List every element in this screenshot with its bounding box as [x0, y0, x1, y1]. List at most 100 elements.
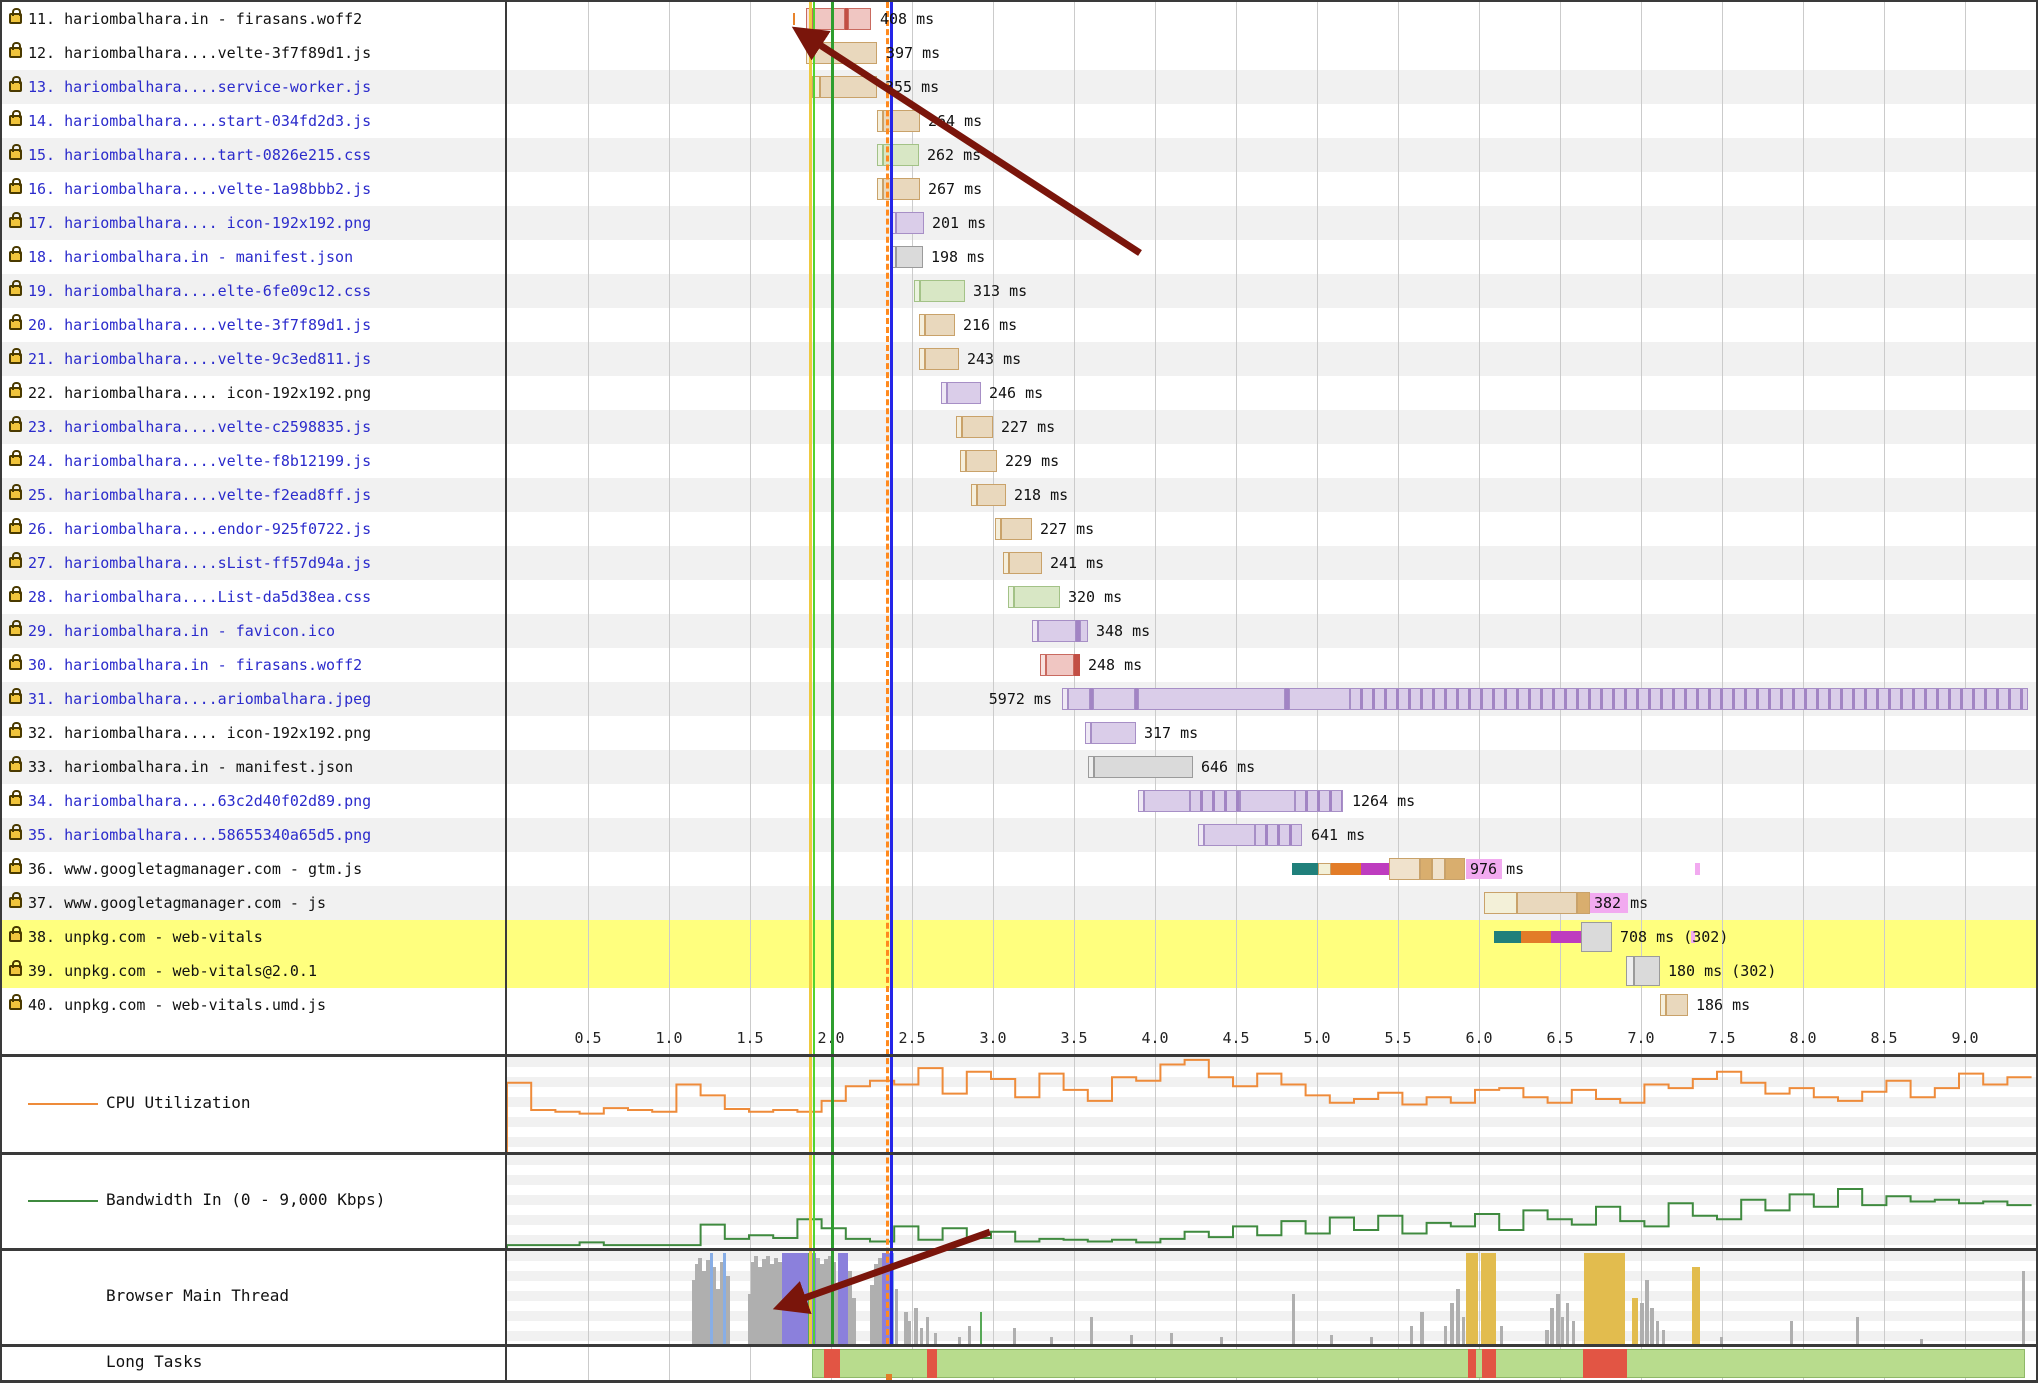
request-bar-segment[interactable]	[812, 8, 845, 30]
request-bar-segment[interactable]	[1088, 756, 1094, 778]
request-bar-segment[interactable]	[1634, 956, 1660, 986]
request-bar-segment[interactable]	[947, 382, 981, 404]
request-bar-segment[interactable]	[1093, 688, 1135, 710]
request-bar-segment[interactable]	[1032, 620, 1038, 642]
request-bar-segment[interactable]	[1076, 620, 1080, 642]
request-bar-segment[interactable]	[1626, 956, 1634, 986]
request-bar-segment[interactable]	[1204, 824, 1255, 846]
request-url-link[interactable]: 27. hariombalhara....sList-ff57d94a.js	[28, 554, 372, 572]
gridline	[1641, 444, 1642, 478]
request-bar-segment[interactable]	[1198, 824, 1204, 846]
request-bar-segment[interactable]	[1577, 892, 1590, 914]
request-url-link[interactable]: 24. hariombalhara....velte-f8b12199.js	[28, 452, 372, 470]
request-url-link[interactable]: 19. hariombalhara....elte-6fe09c12.css	[28, 282, 372, 300]
request-bar-segment[interactable]	[896, 212, 924, 234]
request-bar-segment[interactable]	[1046, 654, 1074, 676]
request-url-link[interactable]: 15. hariombalhara....tart-0826e215.css	[28, 146, 372, 164]
request-bar-segment[interactable]	[1318, 863, 1331, 875]
request-bar-segment[interactable]	[1040, 654, 1046, 676]
request-bar-segment[interactable]	[1285, 688, 1289, 710]
request-url-link[interactable]: 20. hariombalhara....velte-3f7f89d1.js	[28, 316, 372, 334]
request-bar-segment[interactable]	[1581, 922, 1612, 952]
request-bar-segment[interactable]	[1062, 688, 1068, 710]
request-bar-segment[interactable]	[1420, 858, 1432, 880]
request-bar-segment[interactable]	[1551, 931, 1581, 943]
request-bar-segment[interactable]	[1080, 620, 1088, 642]
request-url-link[interactable]: 35. hariombalhara....58655340a65d5.png	[28, 826, 372, 844]
request-bar-segment[interactable]	[1014, 586, 1060, 608]
request-url-link[interactable]: 21. hariombalhara....velte-9c3ed811.js	[28, 350, 372, 368]
request-bar-segment[interactable]	[1074, 654, 1080, 676]
request-bar-segment[interactable]	[960, 450, 966, 472]
request-bar-segment[interactable]	[1691, 931, 1695, 943]
request-bar-segment[interactable]	[977, 484, 1006, 506]
request-bar-segment[interactable]	[1009, 552, 1042, 574]
request-bar-segment[interactable]	[1094, 756, 1193, 778]
request-url-link[interactable]: 14. hariombalhara....start-034fd2d3.js	[28, 112, 372, 130]
request-bar-segment[interactable]	[956, 416, 962, 438]
request-bar-segment[interactable]	[848, 8, 871, 30]
request-bar-segment[interactable]	[1138, 688, 1285, 710]
request-bar-segment[interactable]	[925, 314, 955, 336]
request-bar-segment[interactable]	[1521, 931, 1551, 943]
request-bar-segment[interactable]	[920, 280, 965, 302]
request-bar-segment[interactable]	[1484, 892, 1517, 914]
request-url-link[interactable]: 13. hariombalhara....service-worker.js	[28, 78, 372, 96]
request-bar-segment[interactable]	[914, 280, 920, 302]
request-bar-segment[interactable]	[1190, 790, 1240, 812]
request-bar-segment[interactable]	[1003, 552, 1009, 574]
request-bar-segment[interactable]	[1517, 892, 1577, 914]
request-bar-segment[interactable]	[1361, 863, 1389, 875]
request-bar-segment[interactable]	[1466, 859, 1502, 879]
request-bar-segment[interactable]	[814, 42, 877, 64]
request-url-link[interactable]: 18. hariombalhara.in - manifest.json	[28, 248, 354, 266]
request-bar-segment[interactable]	[919, 314, 925, 336]
request-url-link[interactable]: 23. hariombalhara....velte-c2598835.js	[28, 418, 372, 436]
request-bar-segment[interactable]	[1494, 931, 1521, 943]
request-bar-segment[interactable]	[1144, 790, 1190, 812]
request-bar-segment[interactable]	[971, 484, 977, 506]
request-bar-segment[interactable]	[1135, 688, 1138, 710]
request-bar-segment[interactable]	[1666, 994, 1688, 1016]
request-bar-segment[interactable]	[896, 246, 923, 268]
request-bar-segment[interactable]	[1038, 620, 1076, 642]
request-bar-segment[interactable]	[1445, 858, 1465, 880]
request-bar-segment[interactable]	[1289, 688, 1350, 710]
request-bar-segment[interactable]	[1292, 863, 1318, 875]
request-bar-segment[interactable]	[995, 518, 1001, 540]
request-bar-segment[interactable]	[1068, 688, 1090, 710]
request-bar-segment[interactable]	[1001, 518, 1032, 540]
request-bar-segment[interactable]	[820, 76, 877, 98]
request-url-link[interactable]: 34. hariombalhara....63c2d40f02d89.png	[28, 792, 372, 810]
request-bar-segment[interactable]	[1331, 863, 1361, 875]
request-url-link[interactable]: 16. hariombalhara....velte-1a98bbb2.js	[28, 180, 372, 198]
request-bar-segment[interactable]	[1240, 790, 1295, 812]
request-bar-segment[interactable]	[1085, 722, 1091, 744]
request-bar-segment[interactable]	[1295, 790, 1343, 812]
axis-tick-label: 5.5	[1384, 1029, 1412, 1047]
request-bar-segment[interactable]	[1090, 688, 1093, 710]
request-url-link[interactable]: 31. hariombalhara....ariombalhara.jpeg	[28, 690, 372, 708]
request-bar-segment[interactable]	[919, 348, 925, 370]
request-bar-segment[interactable]	[962, 416, 993, 438]
request-bar-segment[interactable]	[1389, 858, 1420, 880]
request-bar-segment[interactable]	[1660, 994, 1666, 1016]
request-bar-segment[interactable]	[1008, 586, 1014, 608]
request-bar-segment[interactable]	[793, 13, 795, 25]
request-url-link[interactable]: 28. hariombalhara....List-da5d38ea.css	[28, 588, 372, 606]
request-bar-segment[interactable]	[966, 450, 997, 472]
request-bar-segment[interactable]	[1350, 688, 2028, 710]
request-bar-segment[interactable]	[941, 382, 947, 404]
request-url-link[interactable]: 25. hariombalhara....velte-f2ead8ff.js	[28, 486, 372, 504]
request-bar-segment[interactable]	[925, 348, 959, 370]
request-url-link[interactable]: 30. hariombalhara.in - firasans.woff2	[28, 656, 363, 674]
request-bar-segment[interactable]	[1695, 863, 1700, 875]
request-bar-segment[interactable]	[1091, 722, 1136, 744]
request-bar-segment[interactable]	[1138, 790, 1144, 812]
request-url-link[interactable]: 26. hariombalhara....endor-925f0722.js	[28, 520, 372, 538]
request-bar-segment[interactable]	[1255, 824, 1302, 846]
request-url-link[interactable]: 17. hariombalhara.... icon-192x192.png	[28, 214, 372, 232]
request-bar-segment[interactable]	[1590, 893, 1628, 913]
request-url-link[interactable]: 29. hariombalhara.in - favicon.ico	[28, 622, 336, 640]
request-bar-segment[interactable]	[1432, 858, 1445, 880]
